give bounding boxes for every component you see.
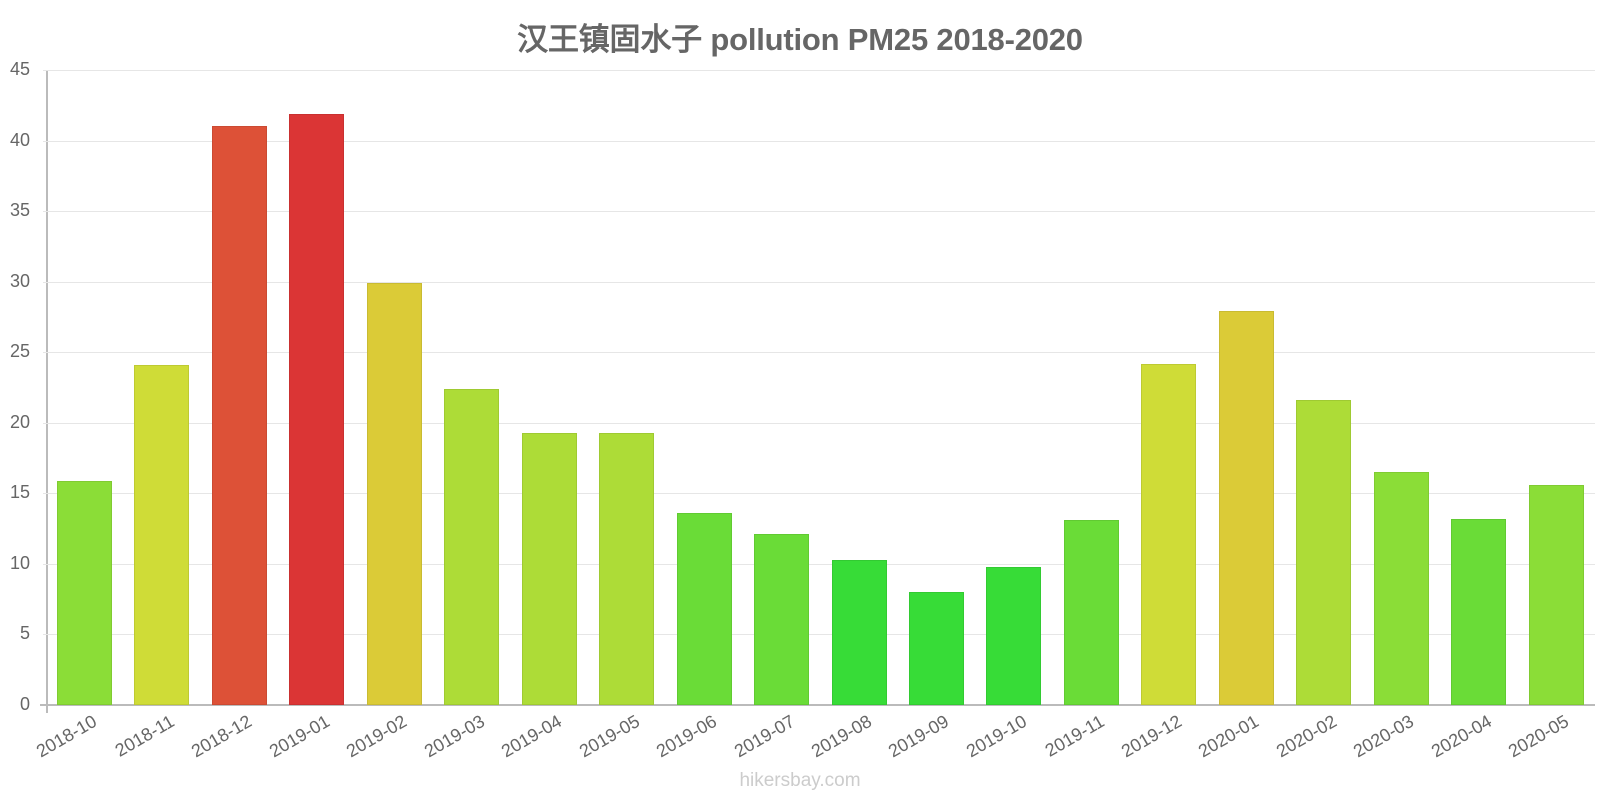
x-tick-label: 2019-05 (575, 711, 643, 762)
x-tick-label: 2018-11 (111, 711, 178, 761)
bar-2020-01[interactable] (1218, 311, 1274, 705)
bar-2019-12[interactable] (1141, 363, 1197, 705)
bar-2019-05[interactable] (599, 432, 655, 705)
bar-2019-06[interactable] (676, 513, 732, 705)
x-tick-label: 2020-01 (1195, 711, 1263, 762)
x-tick-label: 2020-04 (1427, 711, 1495, 762)
bar-2019-10[interactable] (986, 566, 1042, 705)
x-tick-label: 2020-05 (1504, 711, 1573, 762)
bar-2019-03[interactable] (444, 388, 500, 705)
footer-watermark: hikersbay.com (739, 770, 861, 791)
bar-2019-09[interactable] (908, 592, 964, 705)
bar-2020-04[interactable] (1451, 518, 1507, 705)
bar-2019-08[interactable] (831, 559, 887, 705)
y-tick-label: 25 (9, 341, 30, 362)
bar-2020-05[interactable] (1528, 484, 1584, 705)
bar-2019-11[interactable] (1063, 520, 1119, 705)
x-tick-label: 2020-03 (1349, 711, 1418, 762)
y-tick-label: 0 (19, 694, 30, 714)
bar-2019-07[interactable] (754, 534, 810, 705)
y-tick-label: 15 (9, 482, 30, 503)
x-tick-label: 2019-10 (962, 711, 1030, 762)
gridline (43, 140, 1595, 142)
plot-area (40, 70, 1595, 713)
x-tick-label: 2019-11 (1041, 711, 1108, 761)
bar-2019-01[interactable] (289, 113, 345, 705)
x-tick-label: 2019-01 (265, 711, 333, 762)
bar-2018-10[interactable] (57, 480, 112, 705)
x-tick-label: 2020-02 (1272, 711, 1340, 762)
gridline (43, 70, 1595, 71)
y-axis-line (46, 70, 48, 713)
x-axis-line (40, 704, 1595, 706)
x-tick-label: 2019-03 (420, 711, 488, 762)
gridline (43, 563, 1595, 565)
x-tick-label: 2018-12 (188, 711, 256, 762)
gridline (43, 422, 1595, 424)
y-tick-label: 45 (9, 59, 30, 79)
y-tick-label: 35 (9, 200, 30, 221)
x-tick-label: 2019-09 (885, 711, 953, 762)
x-tick-label: 2019-06 (652, 711, 721, 762)
x-tick-label: 2019-02 (343, 711, 411, 762)
x-tick-label: 2019-08 (807, 711, 875, 762)
y-tick-label: 30 (9, 270, 30, 291)
bar-2019-02[interactable] (366, 283, 422, 705)
gridline (43, 281, 1595, 283)
chart-title: 汉王镇固水子 pollution PM25 2018-2020 (517, 22, 1083, 57)
gridline (43, 211, 1595, 213)
y-tick-label: 5 (19, 623, 30, 644)
bar-2018-11[interactable] (134, 364, 190, 705)
y-tick-label: 40 (9, 129, 30, 150)
bar-2019-04[interactable] (521, 432, 577, 705)
gridline (43, 493, 1595, 495)
y-tick-label: 20 (9, 411, 30, 432)
gridline (43, 634, 1595, 636)
x-tick-label: 2019-07 (730, 711, 798, 762)
x-tick-label: 2018-10 (33, 711, 101, 762)
x-tick-label: 2019-12 (1117, 711, 1185, 762)
bar-2020-02[interactable] (1296, 400, 1352, 705)
gridline (43, 352, 1595, 354)
bar-2020-03[interactable] (1373, 472, 1429, 705)
y-tick-label: 10 (9, 552, 30, 573)
bar-2018-12[interactable] (211, 126, 267, 705)
x-tick-label: 2019-04 (497, 711, 566, 762)
